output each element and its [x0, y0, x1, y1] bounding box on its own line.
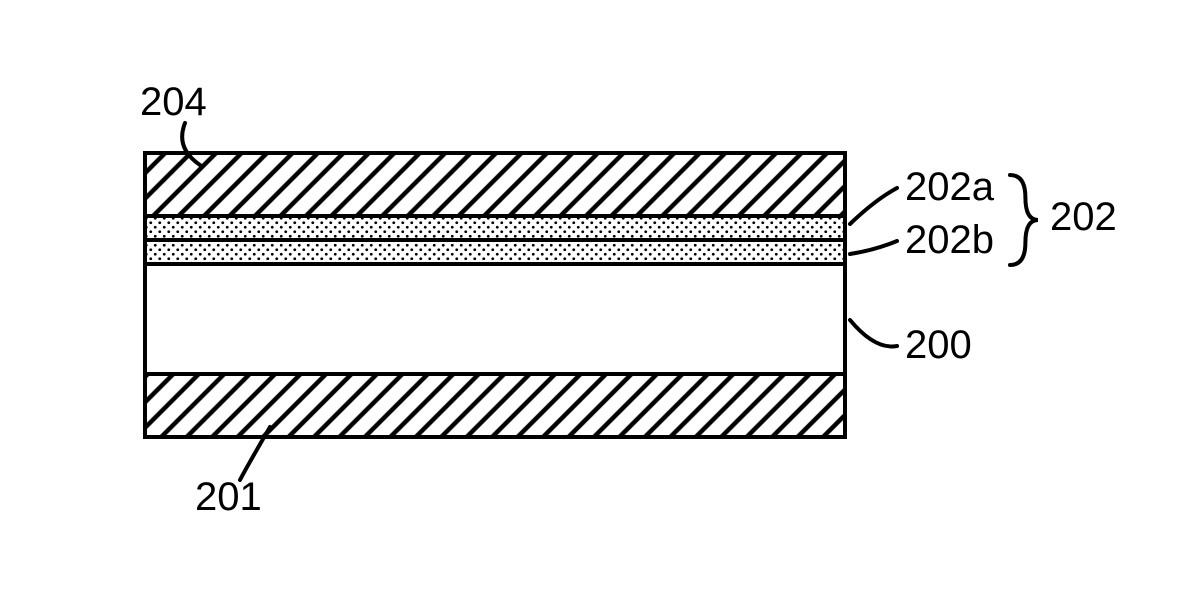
- label-202a: 202a: [905, 165, 995, 209]
- layer-204: [145, 153, 845, 216]
- layer-201: [145, 374, 845, 437]
- bracket-202: [1010, 175, 1038, 265]
- leader-202b: [850, 241, 897, 254]
- leader-202a: [850, 188, 897, 224]
- leader-200: [850, 320, 897, 346]
- layer-200: [145, 264, 845, 374]
- label-202b: 202b: [905, 218, 994, 262]
- label-201: 201: [195, 475, 262, 519]
- layer-202a: [145, 216, 845, 240]
- label-204: 204: [140, 80, 207, 124]
- layer-202b: [145, 240, 845, 264]
- label-202: 202: [1050, 195, 1117, 239]
- label-200: 200: [905, 323, 972, 367]
